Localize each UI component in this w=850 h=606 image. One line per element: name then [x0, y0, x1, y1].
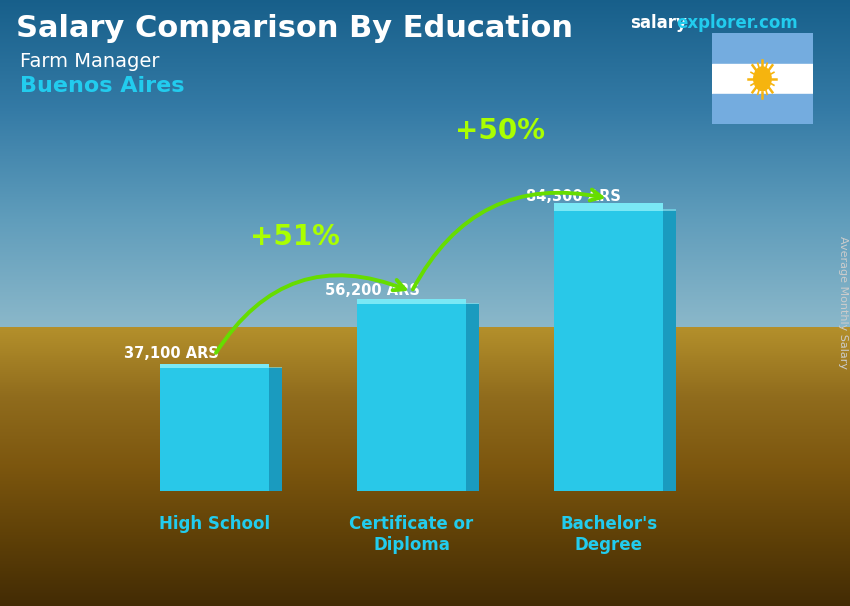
Bar: [357, 304, 466, 491]
Polygon shape: [269, 367, 281, 368]
FancyArrowPatch shape: [413, 190, 602, 290]
Polygon shape: [663, 208, 676, 211]
Text: explorer.com: explorer.com: [676, 14, 798, 32]
Text: Salary Comparison By Education: Salary Comparison By Education: [16, 14, 573, 43]
Text: 84,300 ARS: 84,300 ARS: [526, 189, 620, 204]
Text: Farm Manager: Farm Manager: [20, 52, 160, 71]
FancyArrowPatch shape: [216, 275, 405, 353]
Text: salary: salary: [630, 14, 687, 32]
Polygon shape: [663, 211, 676, 491]
Text: Buenos Aires: Buenos Aires: [20, 76, 184, 96]
Circle shape: [754, 67, 771, 90]
Polygon shape: [269, 368, 281, 491]
Bar: [161, 368, 269, 491]
Text: 56,200 ARS: 56,200 ARS: [325, 282, 420, 298]
Bar: [712, 64, 813, 94]
Bar: [554, 211, 663, 491]
Text: 37,100 ARS: 37,100 ARS: [123, 346, 218, 361]
Polygon shape: [466, 304, 479, 491]
Polygon shape: [466, 303, 479, 304]
Text: +50%: +50%: [455, 116, 545, 145]
Text: +51%: +51%: [250, 223, 340, 251]
Bar: [712, 33, 813, 64]
Text: Average Monthly Salary: Average Monthly Salary: [838, 236, 848, 370]
Bar: [712, 94, 813, 124]
